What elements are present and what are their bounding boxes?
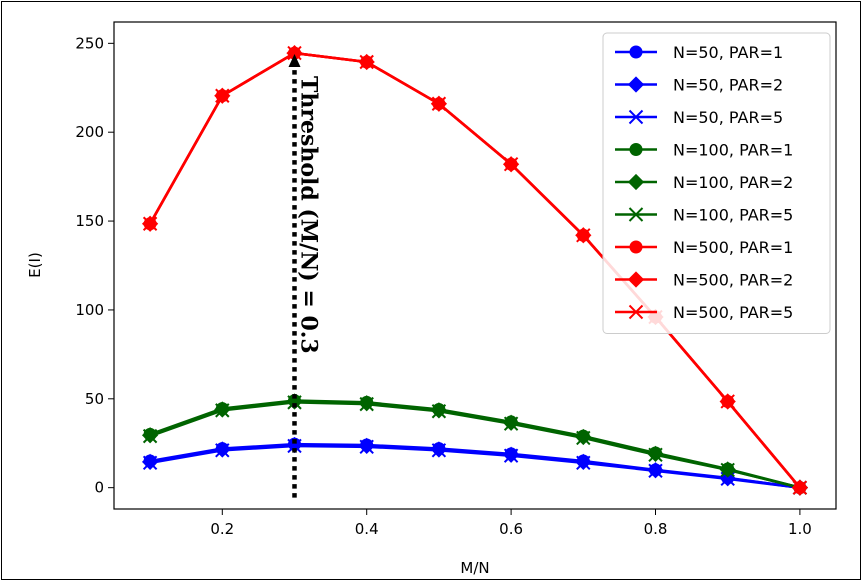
data-point <box>648 463 663 478</box>
legend: N=50, PAR=1 N=50, PAR=2 N=50, PAR=5 N=100, … <box>602 32 831 334</box>
legend-marker <box>629 143 643 156</box>
legend-marker <box>629 240 643 254</box>
data-point <box>503 448 519 463</box>
data-point <box>431 96 447 111</box>
legend-item: N=50, PAR=2 <box>615 76 783 95</box>
legend-item: N=100, PAR=5 <box>615 206 793 225</box>
legend-label: N=50, PAR=5 <box>673 108 783 127</box>
series-6 <box>142 395 808 495</box>
data-point <box>215 443 230 458</box>
y-tick-label: 100 <box>75 301 104 319</box>
y-tick-label: 250 <box>75 34 104 52</box>
data-point <box>287 438 302 454</box>
legend-label: N=50, PAR=2 <box>673 76 783 95</box>
data-point <box>142 455 158 470</box>
series-3 <box>142 438 808 495</box>
legend-item: N=500, PAR=2 <box>615 271 793 290</box>
y-tick-label: 0 <box>94 479 104 497</box>
x-tick-label: 0.4 <box>355 520 379 538</box>
legend-item: N=500, PAR=1 <box>615 238 793 257</box>
series-line <box>148 51 801 489</box>
series-line <box>149 401 801 489</box>
data-point <box>287 395 302 410</box>
data-point <box>431 404 447 419</box>
legend-label: N=100, PAR=5 <box>673 206 793 225</box>
x-tick-label: 0.6 <box>499 520 523 538</box>
series-9 <box>142 45 808 495</box>
data-point <box>359 54 374 70</box>
legend-box <box>602 32 831 334</box>
data-point <box>576 455 591 470</box>
data-point <box>359 396 374 412</box>
legend-item: N=50, PAR=1 <box>615 43 783 62</box>
legend-marker <box>627 173 645 191</box>
legend-marker <box>627 76 645 93</box>
legend-marker <box>629 45 643 59</box>
data-point <box>287 45 302 61</box>
legend-item: N=500, PAR=5 <box>615 303 793 322</box>
legend-marker <box>628 109 644 125</box>
y-axis-label: E(I) <box>26 252 44 278</box>
x-tick-label: 1.0 <box>788 520 812 538</box>
legend-item: N=100, PAR=1 <box>615 141 793 160</box>
y-tick-label: 50 <box>85 390 104 408</box>
legend-marker <box>627 271 645 288</box>
data-point <box>215 88 230 103</box>
axis-ticks: 0.2 0.4 0.6 0.8 1.0 0 50 100 150 200 250 <box>75 34 811 538</box>
x-tick-label: 0.2 <box>210 520 234 538</box>
data-point <box>359 439 374 454</box>
x-axis-label: M/N <box>460 559 489 577</box>
y-tick-label: 150 <box>75 212 104 230</box>
threshold-label: Threshold (M/N) = 0.3 <box>296 76 322 354</box>
legend-label: N=500, PAR=5 <box>673 303 793 322</box>
data-point <box>576 430 591 446</box>
series-line <box>149 444 801 489</box>
legend-label: N=500, PAR=1 <box>673 238 793 257</box>
data-point <box>142 216 158 231</box>
data-point <box>648 447 663 462</box>
legend-label: N=100, PAR=1 <box>673 141 793 160</box>
legend-label: N=50, PAR=1 <box>673 43 783 62</box>
legend-label: N=500, PAR=2 <box>673 271 793 290</box>
legend-marker <box>628 304 644 320</box>
legend-label: N=100, PAR=2 <box>673 173 793 192</box>
data-point <box>142 428 158 444</box>
legend-item: N=100, PAR=2 <box>615 173 793 192</box>
data-point <box>720 394 735 409</box>
data-point <box>503 416 519 431</box>
data-point <box>576 228 591 243</box>
legend-item: N=50, PAR=5 <box>615 108 783 127</box>
threshold-annotation: Threshold (M/N) = 0.3 <box>288 53 322 498</box>
plot-area <box>113 21 837 510</box>
data-point <box>792 480 808 495</box>
data-point <box>431 443 447 458</box>
legend-marker <box>628 207 644 222</box>
data-point <box>720 462 735 478</box>
x-tick-label: 0.8 <box>644 520 668 538</box>
data-point <box>215 403 230 418</box>
y-tick-label: 200 <box>75 123 104 141</box>
series-line <box>149 443 801 489</box>
data-point <box>503 156 519 172</box>
threshold-arrowhead <box>288 53 301 67</box>
series-group <box>141 44 809 496</box>
